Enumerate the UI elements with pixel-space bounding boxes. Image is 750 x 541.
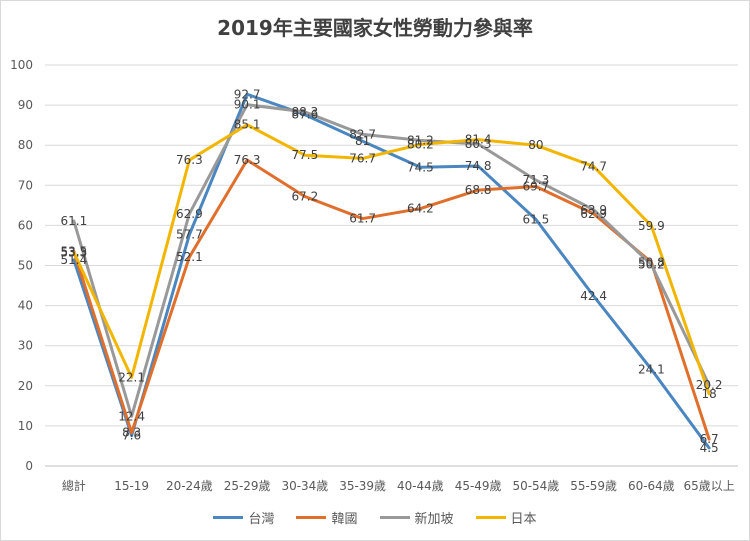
x-tick-label: 60-64歲 (628, 479, 675, 493)
series-line-4 (72, 123, 711, 396)
data-label: 42.4 (580, 289, 607, 303)
y-tick-label: 100 (10, 58, 33, 72)
data-label: 69.7 (523, 180, 550, 194)
data-label: 74.7 (580, 159, 607, 173)
x-tick-label: 30-34歲 (281, 479, 328, 493)
legend-swatch (213, 516, 244, 519)
data-label: 77.5 (292, 148, 319, 162)
data-label: 50.8 (638, 255, 665, 269)
data-label: 81 (355, 134, 370, 148)
data-label: 71.3 (523, 173, 550, 187)
data-label: 74.5 (407, 160, 434, 174)
legend: 台灣 韓國 新加坡 日本 (0, 508, 750, 527)
series-line-3 (72, 103, 711, 418)
y-axis-ticks: 0 10 20 30 40 50 60 70 80 90 100 (10, 58, 33, 473)
series-line-1 (72, 92, 711, 450)
data-label: 51.4 (61, 253, 88, 267)
y-tick-label: 0 (25, 459, 33, 473)
x-tick-label: 總計 (62, 478, 86, 493)
legend-item-1: 台灣 (213, 508, 274, 527)
legend-label: 新加坡 (414, 512, 454, 527)
data-label: 62.9 (176, 207, 203, 221)
y-tick-label: 20 (18, 379, 33, 393)
data-label: 88.3 (292, 105, 319, 119)
y-tick-label: 80 (18, 138, 33, 152)
y-tick-label: 40 (18, 299, 33, 313)
y-tick-label: 90 (18, 98, 33, 112)
data-label: 76.7 (349, 151, 376, 165)
y-tick-label: 10 (18, 419, 33, 433)
x-tick-label: 65歲以上 (683, 479, 734, 493)
x-tick-label: 35-39歲 (339, 479, 386, 493)
data-label: 80.2 (407, 137, 434, 151)
legend-label: 台灣 (248, 512, 275, 527)
legend-label: 韓國 (331, 512, 358, 527)
data-labels: 51.4 7.6 57.7 92.7 87.6 81 74.5 74.8 61.5 42.4 24.… (61, 87, 723, 455)
data-label: 92.7 (234, 87, 261, 101)
data-label: 4.5 (700, 441, 719, 455)
data-label: 52.1 (176, 250, 203, 264)
y-tick-label: 30 (18, 339, 33, 353)
data-label: 22.1 (118, 370, 145, 384)
legend-swatch (379, 516, 410, 519)
data-label: 61.1 (61, 214, 88, 228)
x-tick-label: 25-29歲 (224, 479, 271, 493)
y-tick-label: 60 (18, 218, 33, 232)
data-label: 74.8 (465, 159, 492, 173)
data-label: 81.4 (465, 133, 492, 147)
series-lines (72, 92, 711, 450)
data-label: 12.4 (118, 409, 145, 423)
series-line-2 (72, 158, 711, 441)
data-label: 7.6 (122, 429, 141, 443)
x-tick-label: 15-19 (114, 479, 149, 493)
data-label: 68.8 (465, 183, 492, 197)
data-label: 76.3 (176, 153, 203, 167)
data-label: 81.2 (407, 133, 434, 147)
data-label: 90.1 (234, 98, 261, 112)
data-label: 87.6 (292, 108, 319, 122)
data-label: 59.9 (638, 219, 665, 233)
x-axis-ticks: 總計 15-19 20-24歲 25-29歲 30-34歲 35-39歲 40-44歲 45-… (62, 478, 735, 493)
data-label: 57.7 (176, 228, 203, 242)
y-tick-label: 50 (18, 259, 33, 273)
data-label: 6.7 (700, 432, 719, 446)
data-label: 18 (701, 387, 716, 401)
data-label: 20.2 (696, 378, 723, 392)
data-label: 80 (528, 138, 543, 152)
data-label: 8.3 (122, 426, 141, 440)
data-label: 80.3 (465, 137, 492, 151)
legend-swatch (296, 516, 327, 519)
x-tick-label: 20-24歲 (166, 479, 213, 493)
legend-item-3: 新加坡 (379, 508, 454, 527)
data-label: 53.3 (61, 245, 88, 259)
data-label: 85.1 (234, 118, 261, 132)
data-label: 82.7 (349, 127, 376, 141)
y-tick-label: 70 (18, 178, 33, 192)
data-label: 63.9 (580, 203, 607, 217)
gridlines (45, 64, 738, 467)
data-label: 24.1 (638, 362, 665, 376)
legend-item-2: 韓國 (296, 508, 358, 527)
data-label: 67.2 (292, 190, 319, 204)
data-label: 76.3 (234, 153, 261, 167)
legend-swatch (475, 516, 506, 519)
data-label: 62.9 (580, 207, 607, 221)
x-tick-label: 50-54歲 (512, 479, 559, 493)
legend-item-4: 日本 (475, 508, 537, 527)
chart-title: 2019年主要國家女性勞動力參與率 (217, 16, 533, 40)
data-label: 64.2 (407, 202, 434, 216)
data-label: 53.5 (61, 244, 88, 258)
x-tick-label: 45-49歲 (455, 479, 502, 493)
x-tick-label: 55-59歲 (570, 479, 617, 493)
data-label: 50.2 (638, 258, 665, 272)
data-label: 61.7 (349, 212, 376, 226)
x-tick-label: 40-44歲 (397, 479, 444, 493)
legend-label: 日本 (510, 512, 537, 527)
data-label: 61.5 (523, 212, 550, 226)
